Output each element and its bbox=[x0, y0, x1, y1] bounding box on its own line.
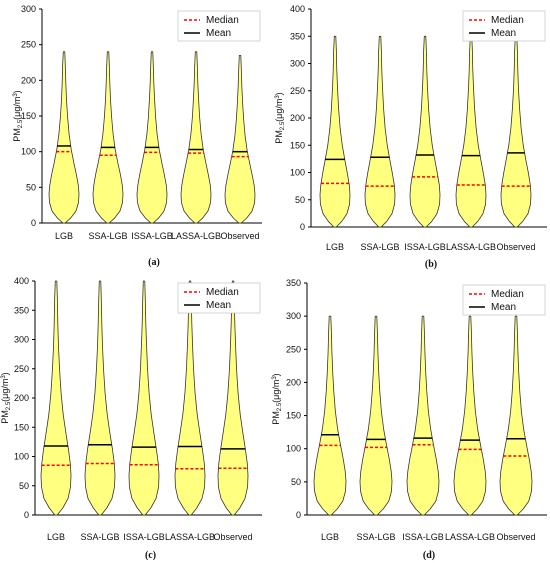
y-tick-label: 200 bbox=[286, 377, 301, 387]
x-category-label: LASSA-LGB bbox=[165, 532, 215, 542]
panel-caption: (a) bbox=[148, 257, 160, 268]
x-category-label: LGB bbox=[326, 242, 344, 252]
x-category-label: SSA-LGB bbox=[88, 231, 127, 241]
panel-caption: (b) bbox=[425, 259, 437, 270]
panel-caption: (d) bbox=[423, 550, 435, 561]
y-tick-label: 0 bbox=[24, 510, 29, 520]
violin-ssa-lgb bbox=[92, 51, 124, 224]
violin-observed bbox=[217, 280, 249, 516]
panel-d: 0 50 100 150 200 250 300 350 PM2.5(μg/m3) LGB SSA-… bbox=[271, 278, 547, 561]
y-tick-label: 200 bbox=[290, 113, 305, 123]
legend-median-label: Median bbox=[206, 287, 239, 298]
legend-box bbox=[462, 10, 546, 42]
y-tick-label: 150 bbox=[286, 411, 301, 421]
legend-box bbox=[462, 284, 546, 316]
legend-mean-label: Mean bbox=[206, 300, 231, 311]
x-category-label: Observed bbox=[496, 242, 535, 252]
violin-lassa-lgb bbox=[174, 280, 206, 516]
y-tick-label: 250 bbox=[21, 40, 36, 50]
y-tick-label: 300 bbox=[14, 335, 29, 345]
y-tick-label: 250 bbox=[286, 344, 301, 354]
y-tick-label: 50 bbox=[26, 182, 36, 192]
panel-b: 0 50 100 150 200 250 300 350 400 PM2.5(μg/m3) LGB S… bbox=[274, 4, 547, 270]
x-category-label: SSA-LGB bbox=[80, 532, 119, 542]
y-tick-label: 250 bbox=[14, 364, 29, 374]
x-category-label: Observed bbox=[496, 532, 535, 542]
y-tick-label: 300 bbox=[286, 311, 301, 321]
violin-ssa-lgb bbox=[84, 280, 116, 516]
y-tick-label: 200 bbox=[21, 75, 36, 85]
y-tick-label: 300 bbox=[290, 59, 305, 69]
y-axis-label: PM2.5(μg/m3) bbox=[274, 92, 286, 143]
legend-median-label: Median bbox=[491, 15, 524, 26]
violin-lgb bbox=[40, 280, 72, 516]
y-tick-label: 250 bbox=[290, 86, 305, 96]
y-tick-label: 0 bbox=[296, 510, 301, 520]
panel-c: 0 50 100 150 200 250 300 350 400 PM2.5(μg/m3) LGB S… bbox=[0, 276, 262, 561]
y-tick-label: 150 bbox=[21, 111, 36, 121]
x-category-label: ISSA-LGB bbox=[131, 231, 173, 241]
x-category-label: LASSA-LGB bbox=[446, 242, 496, 252]
violin-ssa-lgb bbox=[359, 315, 393, 516]
legend-median-label: Median bbox=[206, 15, 239, 26]
y-tick-label: 50 bbox=[295, 195, 305, 205]
y-tick-label: 400 bbox=[290, 4, 305, 14]
y-tick-label: 350 bbox=[14, 305, 29, 315]
x-category-label: ISSA-LGB bbox=[123, 532, 165, 542]
legend-box bbox=[177, 10, 261, 42]
violin-observed bbox=[224, 55, 256, 224]
x-category-label: LGB bbox=[47, 532, 65, 542]
panel-caption: (c) bbox=[145, 550, 156, 561]
y-tick-label: 300 bbox=[21, 4, 36, 14]
y-tick-label: 200 bbox=[14, 393, 29, 403]
violin-issa-lgb bbox=[128, 280, 160, 516]
y-axis-label: PM2.5(μg/m3) bbox=[0, 372, 12, 423]
x-category-label: Observed bbox=[220, 231, 259, 241]
y-axis-label: PM2.5(μg/m3) bbox=[271, 373, 283, 424]
violin-observed bbox=[499, 315, 533, 516]
y-tick-label: 400 bbox=[14, 276, 29, 286]
x-category-label: SSA-LGB bbox=[356, 532, 395, 542]
violin-ssa-lgb bbox=[364, 35, 396, 228]
violin-issa-lgb bbox=[406, 315, 440, 516]
x-category-label: LGB bbox=[321, 532, 339, 542]
y-axis-label: PM2.5(μg/m3) bbox=[12, 90, 24, 141]
violin-lgb bbox=[319, 35, 351, 228]
y-tick-label: 350 bbox=[286, 278, 301, 288]
violin-observed bbox=[500, 35, 532, 228]
y-tick-label: 350 bbox=[290, 31, 305, 41]
x-category-label: LASSA-LGB bbox=[445, 532, 495, 542]
legend-mean-label: Mean bbox=[491, 302, 516, 313]
violin-issa-lgb bbox=[136, 51, 168, 224]
x-category-label: ISSA-LGB bbox=[404, 242, 446, 252]
violin-lgb bbox=[313, 315, 347, 516]
legend-mean-label: Mean bbox=[206, 28, 231, 39]
legend-mean-label: Mean bbox=[491, 28, 516, 39]
violin-lassa-lgb bbox=[453, 315, 487, 516]
y-tick-label: 100 bbox=[286, 444, 301, 454]
x-category-label: LGB bbox=[55, 231, 73, 241]
x-category-label: Observed bbox=[213, 532, 252, 542]
x-category-label: SSA-LGB bbox=[360, 242, 399, 252]
y-tick-label: 0 bbox=[31, 218, 36, 228]
panel-a: 0 50 100 150 200 250 300 PM2.5(μg/m3) LGB SSA-LGB… bbox=[12, 4, 262, 268]
violin-lassa-lgb bbox=[180, 51, 212, 224]
y-tick-label: 0 bbox=[300, 222, 305, 232]
legend-median-label: Median bbox=[491, 289, 524, 300]
violin-lgb bbox=[48, 51, 80, 224]
y-tick-label: 150 bbox=[290, 140, 305, 150]
x-category-label: LASSA-LGB bbox=[171, 231, 221, 241]
y-tick-label: 100 bbox=[290, 168, 305, 178]
violin-lassa-lgb bbox=[455, 35, 487, 228]
violin-issa-lgb bbox=[409, 35, 441, 228]
x-category-label: ISSA-LGB bbox=[402, 532, 444, 542]
y-tick-label: 50 bbox=[19, 481, 29, 491]
y-tick-label: 100 bbox=[21, 147, 36, 157]
y-tick-label: 100 bbox=[14, 452, 29, 462]
legend-box bbox=[177, 282, 261, 314]
y-tick-label: 150 bbox=[14, 422, 29, 432]
y-tick-label: 50 bbox=[291, 477, 301, 487]
